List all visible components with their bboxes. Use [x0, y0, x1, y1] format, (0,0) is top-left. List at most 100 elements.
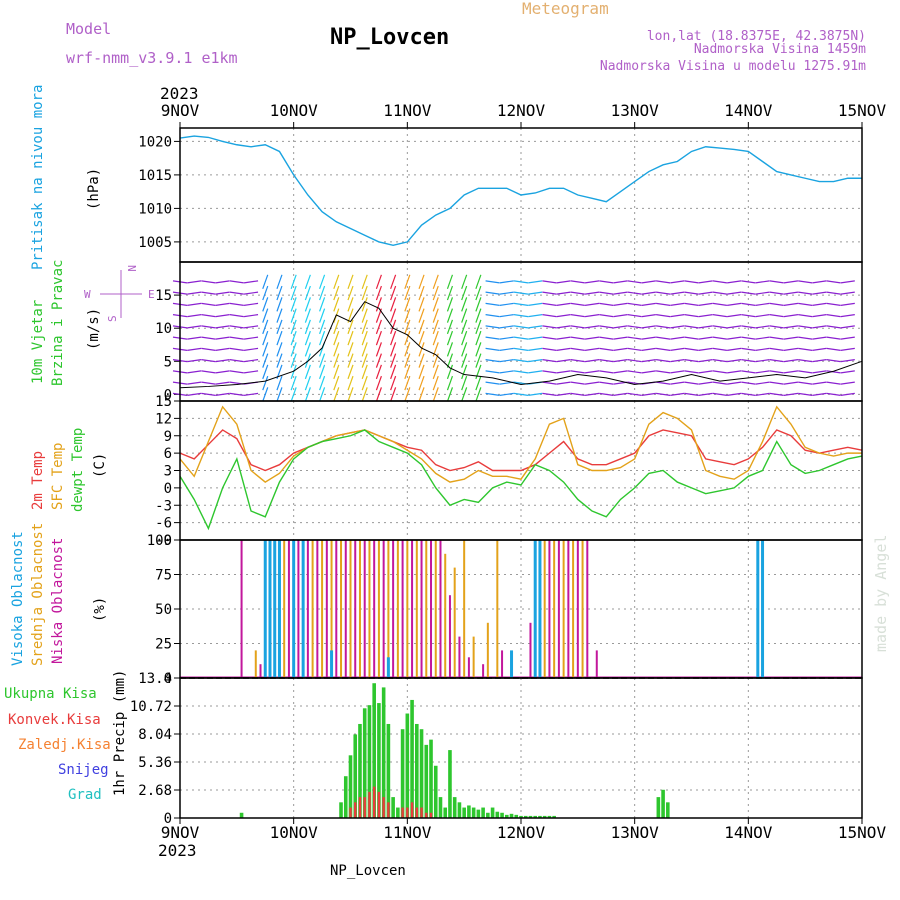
total-precip-bar [443, 807, 448, 818]
wind-barb [840, 370, 855, 374]
panel-0: 1005 1010 1015 1020 [138, 128, 862, 262]
wind-barb [290, 330, 297, 346]
wind-barb [599, 291, 614, 295]
wind-barb [556, 314, 571, 318]
wind-barb [826, 370, 841, 374]
wind-barb [812, 392, 827, 396]
wind-barb [404, 308, 411, 323]
wind-barb [741, 325, 756, 329]
wind-barb [229, 314, 244, 318]
wind-barb [655, 381, 671, 385]
wind-barb [727, 370, 742, 374]
wind-barb [404, 274, 411, 290]
wind-barb [187, 336, 202, 340]
y-tick-label: -9 [155, 533, 172, 549]
temp2m-series-line [179, 429, 863, 472]
wind-barb [698, 347, 713, 351]
wind-barb [826, 381, 841, 385]
mid-cloud-bar [368, 540, 371, 678]
wind-barb [347, 342, 354, 357]
wind-barb [812, 302, 827, 306]
wind-barb [446, 330, 454, 346]
wind-barb [528, 314, 543, 318]
low-cloud-bar [306, 540, 309, 678]
legend-total: Ukupna Kisa [4, 686, 97, 702]
wind-barb [670, 280, 685, 284]
wind-barb [655, 280, 671, 284]
wind-barb [276, 319, 283, 335]
compass-west: W [84, 288, 91, 301]
wind-barb [333, 364, 340, 380]
wind-barb [215, 336, 230, 340]
wind-barb [243, 336, 259, 340]
conv-precip-bar [382, 797, 385, 818]
wind-barbs [172, 274, 855, 402]
total-precip-bar [452, 797, 457, 818]
wind-barb [599, 314, 614, 318]
wind-barb [812, 359, 827, 363]
y-tick-label: 10.72 [130, 699, 172, 715]
wind-barb [475, 319, 482, 335]
wind-barb [375, 330, 382, 346]
wind-barb [347, 330, 354, 346]
total-precip-bar [348, 755, 353, 818]
wind-barb [475, 375, 482, 391]
total-precip-bar [353, 734, 358, 818]
wind-barb [432, 274, 439, 290]
wind-label-2: Brzina i Pravac [50, 260, 66, 386]
wind-barb [783, 370, 799, 374]
wind-barb [404, 319, 411, 335]
wind-barb [712, 314, 728, 318]
y-tick-label: -3 [155, 498, 172, 514]
wind-barb [499, 314, 514, 318]
wind-barb [215, 392, 230, 396]
wind-barb [201, 392, 216, 396]
y-tick-label: 0 [164, 481, 172, 497]
wind-barb [432, 364, 439, 380]
legend-hail: Grad [68, 787, 102, 803]
mid-cloud-bar [453, 567, 456, 678]
wind-barb [290, 387, 297, 402]
conv-precip-bar [363, 797, 366, 818]
top-date-label: 9NOV [161, 101, 200, 120]
wind-barb [727, 314, 742, 318]
wind-barb [432, 375, 439, 391]
wind-barb [613, 359, 628, 363]
low-cloud-bar [548, 540, 551, 678]
wind-barb [684, 280, 699, 284]
conv-precip-bar [387, 802, 390, 818]
wind-barb [499, 347, 514, 351]
wind-barb [542, 370, 557, 374]
wind-barb [390, 353, 397, 368]
wind-barb [513, 347, 529, 351]
wind-barb [570, 302, 585, 306]
y-tick-label: 1015 [138, 168, 172, 184]
wind-barb [528, 291, 543, 295]
wind-barb [229, 359, 244, 363]
meteogram-title: Meteogram [522, 0, 609, 18]
wind-barb [304, 342, 311, 357]
compass-east: E [148, 288, 155, 301]
total-precip-bar [542, 815, 547, 818]
wind-barb [840, 336, 855, 340]
mid-cloud-bar [387, 540, 390, 678]
low-cloud-bar [401, 540, 404, 678]
wind-barb [542, 280, 557, 284]
wind-barb [812, 280, 827, 284]
wind-barb [446, 297, 454, 312]
wind-barb [741, 381, 756, 385]
wind-barb [584, 392, 600, 396]
wind-barb [698, 314, 713, 318]
wind-barb [712, 392, 728, 396]
low-cloud-bar [382, 540, 385, 678]
pressure-unit: (hPa) [86, 168, 102, 210]
total-precip-bar [381, 687, 386, 818]
wind-barb [684, 370, 699, 374]
wind-barb [485, 325, 500, 329]
wind-barb [262, 330, 269, 346]
high-cloud-bar [273, 540, 277, 678]
total-precip-bar [528, 815, 533, 818]
wind-barb [304, 364, 311, 380]
wind-barb [812, 347, 827, 351]
total-precip-bar [486, 812, 490, 818]
